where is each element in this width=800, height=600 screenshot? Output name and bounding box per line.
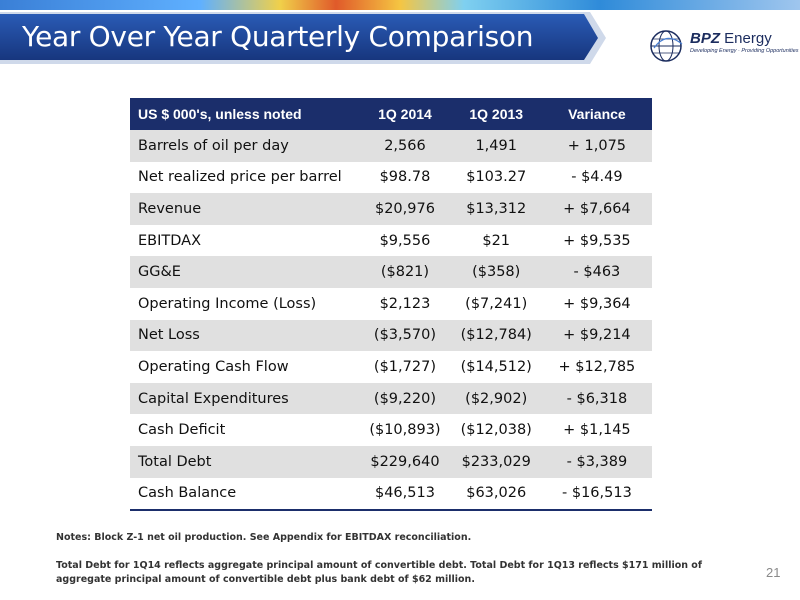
cell-1q2014: ($10,893) [369, 422, 441, 439]
table-row: Net Loss ($3,570) ($12,784) + $9,214 [130, 319, 652, 352]
cell-1q2014: ($821) [359, 256, 451, 288]
cell-variance: - $3,389 [541, 445, 652, 478]
table-row: Total Debt $229,640 $233,029 - $3,389 [130, 445, 652, 478]
table-row: Cash Deficit ($10,893) ($12,038) + $1,14… [130, 414, 652, 446]
comparison-table: US $ 000's, unless noted 1Q 2014 1Q 2013… [130, 98, 652, 512]
title-banner [0, 10, 800, 68]
table-row: Operating Income (Loss) $2,123 ($7,241) … [130, 288, 652, 320]
cell-1q2013: $103.27 [466, 169, 527, 186]
notes-text: Notes: Block Z-1 net oil production. See… [56, 532, 472, 543]
page-number: 21 [766, 565, 781, 580]
cell-1q2014: 2,566 [359, 130, 451, 162]
row-label: GG&E [130, 256, 360, 288]
cell-1q2014: ($1,727) [373, 358, 436, 375]
cell-1q2014: $9,556 [379, 232, 431, 249]
cell-1q2013: $13,312 [450, 193, 542, 225]
globe-icon [650, 30, 683, 62]
column-header: US $ 000's, unless noted [130, 98, 360, 130]
table-row: Net realized price per barrel $98.78 $10… [130, 162, 652, 194]
cell-1q2013: $21 [482, 232, 511, 249]
cell-1q2014: $46,513 [359, 477, 451, 512]
cell-1q2013: ($2,902) [450, 382, 542, 415]
brand-tagline: Developing Energy · Providing Opportunit… [690, 48, 799, 54]
row-label: Operating Income (Loss) [138, 295, 317, 312]
cell-1q2014: $98.78 [379, 169, 431, 186]
cell-1q2013: ($14,512) [460, 358, 532, 375]
cell-1q2013: ($12,784) [450, 319, 542, 352]
page-title: Year Over Year Quarterly Comparison [22, 20, 534, 53]
table-row: Cash Balance $46,513 $63,026 - $16,513 [130, 477, 652, 512]
cell-1q2014: $229,640 [359, 445, 451, 478]
row-label: Operating Cash Flow [138, 358, 289, 375]
cell-variance: - $463 [541, 256, 652, 288]
table-header-row: US $ 000's, unless noted 1Q 2014 1Q 2013… [130, 98, 652, 130]
cell-variance: + $12,785 [558, 358, 636, 375]
column-header: 1Q 2014 [359, 98, 451, 130]
table-row: GG&E ($821) ($358) - $463 [130, 256, 652, 288]
row-label: EBITDAX [138, 232, 202, 249]
cell-variance: + $1,145 [563, 422, 631, 439]
cell-1q2013: ($7,241) [465, 295, 528, 312]
cell-1q2014: $20,976 [359, 193, 451, 225]
brand-name: BPZ Energy [690, 30, 772, 47]
cell-1q2013: ($12,038) [460, 422, 532, 439]
header-imagery [0, 0, 800, 12]
row-label: Revenue [130, 193, 360, 225]
cell-1q2014: ($9,220) [359, 382, 451, 415]
row-label: Net Loss [130, 319, 360, 352]
cell-variance: - $16,513 [541, 477, 652, 512]
cell-1q2014: ($3,570) [359, 319, 451, 352]
cell-1q2013: 1,491 [450, 130, 542, 162]
cell-variance: + $9,535 [563, 232, 631, 249]
cell-variance: + $9,364 [563, 295, 631, 312]
cell-1q2013: $63,026 [450, 477, 542, 512]
row-label: Capital Expenditures [130, 382, 360, 415]
cell-variance: + 1,075 [541, 130, 652, 162]
column-header: 1Q 2013 [450, 98, 542, 130]
row-label: Total Debt [130, 445, 360, 478]
cell-1q2013: $233,029 [450, 445, 542, 478]
row-label: Net realized price per barrel [138, 169, 342, 186]
table-row: Barrels of oil per day 2,566 1,491 + 1,0… [130, 130, 652, 162]
cell-variance: - $4.49 [571, 169, 623, 186]
cell-variance: + $9,214 [541, 319, 652, 352]
cell-variance: + $7,664 [541, 193, 652, 225]
row-label: Barrels of oil per day [130, 130, 360, 162]
cell-1q2014: $2,123 [379, 295, 431, 312]
column-header: Variance [541, 98, 652, 130]
table-row: EBITDAX $9,556 $21 + $9,535 [130, 225, 652, 257]
cell-variance: - $6,318 [541, 382, 652, 415]
cell-1q2013: ($358) [450, 256, 542, 288]
table-row: Capital Expenditures ($9,220) ($2,902) -… [130, 382, 652, 415]
row-label: Cash Balance [130, 477, 360, 512]
row-label: Cash Deficit [138, 422, 226, 439]
table-row: Revenue $20,976 $13,312 + $7,664 [130, 193, 652, 225]
footnote-text: Total Debt for 1Q14 reflects aggregate p… [56, 560, 702, 585]
table-row: Operating Cash Flow ($1,727) ($14,512) +… [130, 351, 652, 383]
